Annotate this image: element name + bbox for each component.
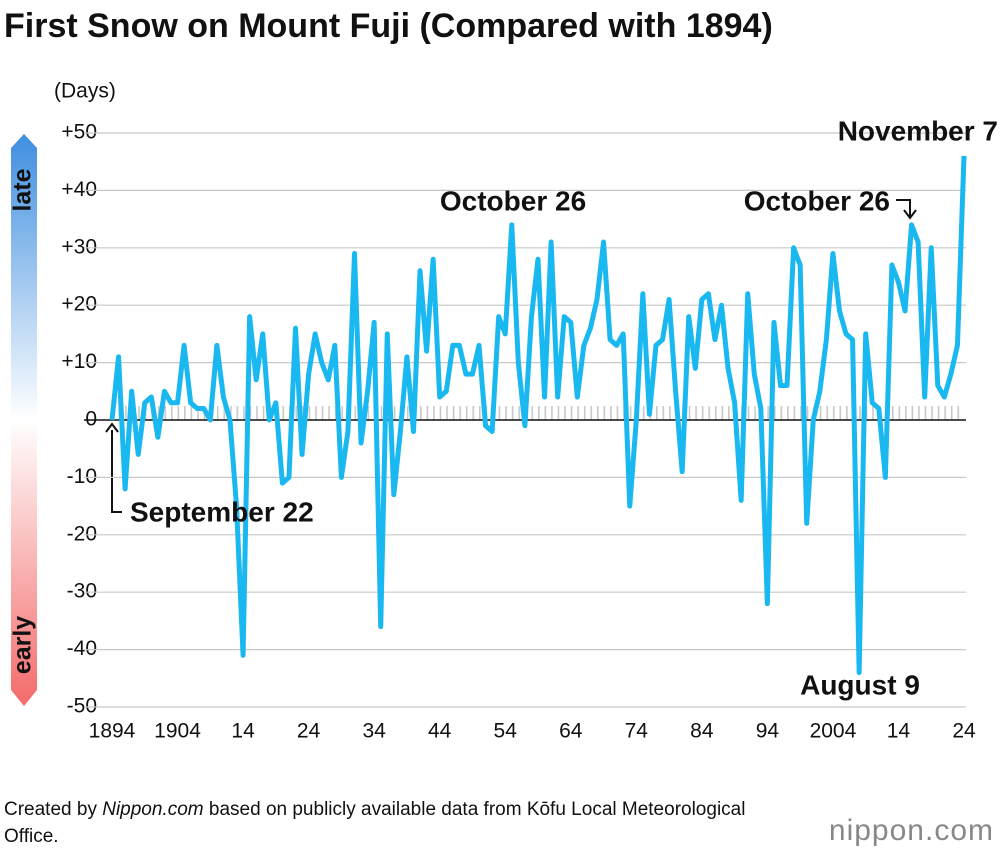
x-tick-label: 74	[625, 720, 649, 743]
x-tick-label: 44	[428, 720, 452, 743]
footer-prefix: Created by	[4, 799, 97, 820]
y-tick-label: -30	[67, 580, 97, 603]
y-tick-label: +10	[61, 350, 97, 373]
hatch	[112, 406, 964, 420]
chart: late early First Snow on Mount Fuji (Com…	[4, 7, 998, 743]
data-line	[109, 155, 967, 676]
x-tick-label: 84	[690, 720, 714, 743]
arrow	[111, 430, 122, 513]
early-label: early	[9, 616, 37, 674]
arrow	[896, 199, 911, 216]
x-tick-label: 54	[494, 720, 518, 743]
y-tick-label: -10	[67, 465, 97, 488]
annotation: November 7	[838, 115, 998, 146]
footer-rest: based on publicly available data from Kō…	[4, 799, 746, 847]
x-tick-label: 24	[952, 720, 976, 743]
y-tick-label: -20	[67, 522, 97, 545]
y-tick-label: 0	[85, 408, 97, 431]
y-tick-label: +20	[61, 293, 97, 316]
annotation: October 26	[744, 185, 890, 216]
annotation: October 26	[440, 185, 586, 216]
y-tick-label: +40	[61, 178, 97, 201]
late-label: late	[9, 168, 37, 211]
x-tick-label: 94	[756, 720, 780, 743]
scale-bar	[11, 134, 37, 706]
x-tick-label: 24	[297, 720, 321, 743]
x-tick-label: 64	[559, 720, 583, 743]
y-tick-label: -40	[67, 637, 97, 660]
chart-title: First Snow on Mount Fuji (Compared with …	[4, 7, 773, 45]
arrow	[105, 422, 119, 433]
annotation: August 9	[800, 669, 920, 700]
y-tick-label: +30	[61, 235, 97, 258]
footer-source: Nippon.com	[102, 799, 204, 820]
x-tick-label: 14	[887, 720, 911, 743]
footer: Created by Nippon.com based on publicly …	[4, 796, 764, 850]
y-tick-label: +50	[61, 121, 97, 144]
x-tick-label: 2004	[810, 720, 857, 743]
x-tick-label: 1894	[89, 720, 136, 743]
annotation: September 22	[130, 496, 314, 527]
y-tick-label: -50	[67, 695, 97, 718]
logo: nippon.com	[828, 814, 994, 847]
x-tick-label: 34	[362, 720, 386, 743]
x-tick-label: 1904	[154, 720, 201, 743]
y-axis-label: (Days)	[54, 80, 116, 103]
arrow	[903, 209, 917, 220]
x-tick-label: 14	[231, 720, 255, 743]
